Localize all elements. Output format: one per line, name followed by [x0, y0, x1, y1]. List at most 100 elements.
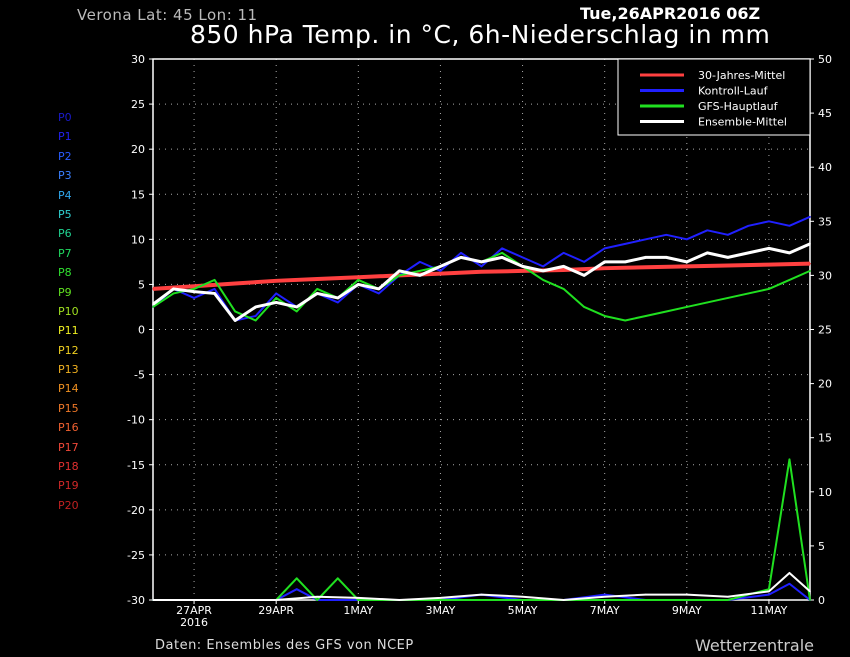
data-point-gfs-hauptlauf [254, 319, 257, 322]
ensemble-member-list: P0 P1 P2 P3 P4 P5 P6 P7 P8 P9 P10 P11 P12 P13 P14 P15 P1… [58, 108, 79, 515]
data-point-ensemble-mittel [809, 243, 811, 245]
y-right-tick-label: 5 [818, 540, 825, 553]
y-left-tick-label: -25 [127, 549, 145, 562]
data-point-ensemble-mittel-niederschlag [275, 599, 277, 601]
data-point-gfs-hauptlauf [316, 288, 319, 290]
data-point-30-jahres-mittel [357, 276, 360, 279]
data-point-ensemble-mittel [378, 288, 380, 290]
x-tick-label: 3MAY [425, 604, 455, 617]
data-point-ensemble-mittel [747, 252, 750, 254]
data-point-gfs-hauptlauf [501, 252, 503, 254]
x-tick-label: 5MAY [508, 604, 538, 617]
member-label-p8: P8 [58, 266, 72, 280]
y-left-tick-label: -20 [127, 504, 145, 517]
data-point-kontroll-lauf-niederschlag [788, 582, 791, 585]
data-point-ensemble-mittel [152, 303, 154, 306]
data-point-ensemble-mittel [521, 265, 524, 268]
member-label-p15: P15 [58, 401, 79, 415]
data-point-gfs-hauptlauf [727, 297, 729, 299]
data-point-30-jahres-mittel [686, 265, 688, 268]
member-label-p5: P5 [58, 207, 72, 221]
data-point-gfs-hauptlauf [193, 288, 195, 290]
y-right-tick-label: 40 [818, 161, 832, 174]
data-point-gfs-hauptlauf [398, 274, 401, 277]
x-tick-label: 27APR [176, 604, 212, 617]
y-left-tick-label: 10 [131, 233, 145, 246]
data-point-ensemble-mittel-niederschlag [234, 599, 236, 601]
member-label-p16: P16 [58, 421, 79, 435]
series-line-kontroll-lauf-niederschlag [153, 582, 811, 601]
data-point-30-jahres-mittel [809, 262, 811, 265]
data-point-30-jahres-mittel [562, 269, 565, 271]
legend-label: Kontroll-Lauf [698, 85, 769, 98]
member-label-p20: P20 [58, 498, 79, 512]
y-left-tick-label: 0 [138, 324, 145, 337]
data-point-gfs-hauptlauf-niederschlag [809, 599, 811, 601]
y-right-tick-label: 10 [818, 486, 832, 499]
data-point-gfs-hauptlauf-niederschlag [727, 599, 729, 601]
member-label-p9: P9 [58, 285, 72, 299]
x-tick-label: 7MAY [590, 604, 620, 617]
data-point-kontroll-lauf [275, 292, 277, 295]
data-point-kontroll-lauf [788, 225, 791, 227]
member-label-p2: P2 [58, 149, 72, 163]
data-point-30-jahres-mittel [727, 264, 729, 267]
data-point-gfs-hauptlauf [809, 270, 811, 272]
data-point-kontroll-lauf [419, 261, 421, 263]
y-left-tick-label: -15 [127, 459, 145, 472]
location-label: Verona Lat: 45 Lon: 11 [77, 6, 258, 24]
series-line-gfs-hauptlauf-niederschlag [153, 458, 811, 601]
y-right-tick-label: 45 [818, 107, 832, 120]
data-point-kontroll-lauf [583, 261, 585, 263]
data-point-gfs-hauptlauf-niederschlag [788, 458, 791, 461]
data-point-30-jahres-mittel [644, 266, 647, 269]
data-point-gfs-hauptlauf [706, 301, 709, 304]
data-point-ensemble-mittel-niederschlag [398, 599, 401, 601]
data-point-ensemble-mittel [439, 265, 442, 268]
data-point-ensemble-mittel-niederschlag [316, 595, 319, 598]
member-label-p12: P12 [58, 343, 79, 357]
data-point-kontroll-lauf [501, 247, 503, 250]
brand-label: Wetterzentrale [695, 636, 815, 655]
data-point-kontroll-lauf [624, 243, 627, 245]
data-point-gfs-hauptlauf-niederschlag [521, 599, 524, 601]
data-point-gfs-hauptlauf-niederschlag [686, 599, 688, 601]
data-point-gfs-hauptlauf [788, 279, 791, 281]
data-point-ensemble-mittel-niederschlag [193, 599, 195, 601]
data-point-ensemble-mittel-niederschlag [152, 599, 154, 601]
data-point-ensemble-mittel [419, 274, 421, 277]
data-point-ensemble-mittel [193, 290, 195, 293]
data-point-ensemble-mittel-niederschlag [480, 593, 483, 596]
member-label-p14: P14 [58, 382, 79, 396]
data-point-kontroll-lauf [213, 288, 216, 290]
member-label-p4: P4 [58, 188, 72, 202]
data-point-ensemble-mittel [727, 256, 729, 259]
member-label-p19: P19 [58, 479, 79, 493]
data-point-gfs-hauptlauf [665, 310, 668, 313]
y-right-tick-label: 30 [818, 269, 832, 282]
data-point-gfs-hauptlauf [562, 288, 565, 290]
y-right-tick-label: 20 [818, 378, 832, 391]
data-point-ensemble-mittel [357, 283, 360, 286]
data-point-kontroll-lauf [460, 252, 462, 254]
data-point-gfs-hauptlauf [295, 310, 298, 313]
data-point-gfs-hauptlauf [213, 279, 216, 281]
data-point-gfs-hauptlauf [624, 319, 627, 322]
series-line-30-jahres-mittel [152, 261, 811, 291]
data-point-kontroll-lauf [480, 265, 483, 268]
data-point-ensemble-mittel-niederschlag [644, 593, 647, 596]
data-point-kontroll-lauf [686, 238, 688, 241]
data-point-ensemble-mittel-niederschlag [521, 595, 524, 598]
data-point-kontroll-lauf [562, 252, 565, 254]
data-point-ensemble-mittel-niederschlag [603, 595, 606, 598]
y-left-tick-label: 15 [131, 188, 145, 201]
data-point-ensemble-mittel-niederschlag [768, 590, 770, 593]
y-right-tick-label: 15 [818, 432, 832, 445]
data-point-ensemble-mittel-niederschlag [727, 595, 729, 598]
data-point-kontroll-lauf-niederschlag [768, 593, 770, 596]
data-point-ensemble-mittel [603, 261, 606, 263]
data-point-gfs-hauptlauf-niederschlag [295, 577, 298, 580]
data-point-30-jahres-mittel [603, 267, 606, 269]
data-point-ensemble-mittel [254, 306, 257, 308]
data-point-30-jahres-mittel [768, 263, 770, 266]
